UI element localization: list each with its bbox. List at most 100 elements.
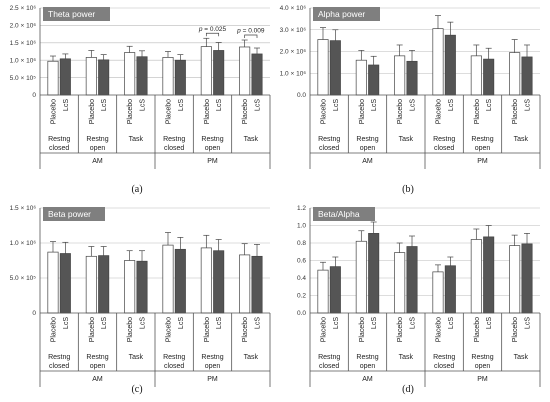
bar-label: Placebo: [127, 99, 134, 124]
condition-label: open: [90, 145, 106, 152]
condition-label: Task: [129, 136, 144, 143]
condition-label: open: [205, 363, 221, 370]
condition-label: Restng: [163, 136, 185, 143]
bar-label: LcS: [216, 99, 223, 111]
y-tick-label: 0: [32, 310, 36, 317]
condition-label: Task: [244, 354, 259, 361]
bar-placebo: [124, 52, 136, 96]
bar-label: Placebo: [435, 317, 442, 342]
condition-label: Restng: [86, 136, 108, 143]
bar-lcs: [406, 246, 418, 314]
condition-label: closed: [49, 363, 69, 370]
significance-bracket: [205, 32, 220, 37]
condition-label: open: [90, 363, 106, 370]
condition-label: closed: [319, 145, 339, 152]
bar-placebo: [200, 46, 212, 96]
panel-label: (b): [402, 184, 414, 195]
condition-label: Restng: [86, 354, 108, 361]
y-tick-label: 1.0 × 10⁶: [10, 57, 37, 64]
bar-label: LcS: [371, 99, 378, 111]
bar-label: LcS: [486, 317, 493, 329]
session-label: AM: [362, 158, 373, 165]
bar-lcs: [483, 236, 495, 314]
bar-lcs: [521, 243, 533, 314]
condition-label: Restng: [471, 136, 493, 143]
y-tick-label: 1.5 × 10⁶: [10, 40, 37, 47]
bar-label: LcS: [216, 317, 223, 329]
chart-title: Beta/Alpha: [318, 209, 360, 219]
y-tick-label: 1.0: [297, 223, 306, 230]
bar-lcs: [213, 50, 225, 96]
bar-lcs: [483, 58, 495, 96]
bar-label: Placebo: [512, 99, 519, 124]
y-tick-label: 0.0: [297, 310, 306, 317]
panel-label: (c): [131, 384, 142, 395]
bar-label: Placebo: [242, 99, 249, 124]
condition-label: Restng: [318, 136, 340, 143]
bar-label: Placebo: [359, 317, 366, 342]
bar-label: LcS: [178, 317, 185, 329]
bar-label: LcS: [140, 317, 147, 329]
condition-label: Restng: [201, 136, 223, 143]
y-tick-label: 5.0 × 10⁵: [10, 275, 37, 282]
bar-placebo: [432, 28, 444, 96]
bar-lcs: [406, 60, 418, 96]
bar-label: Placebo: [127, 317, 134, 342]
bar-label: LcS: [371, 317, 378, 329]
bar-label: Placebo: [204, 317, 211, 342]
y-tick-label: 0.0: [297, 92, 306, 99]
condition-label: open: [475, 145, 491, 152]
y-tick-label: 1.2: [297, 205, 306, 212]
bar-label: Placebo: [165, 99, 172, 124]
y-tick-label: 2.0 × 10⁶: [10, 23, 37, 30]
bar-placebo: [394, 55, 406, 96]
bar-placebo: [47, 251, 59, 314]
bar-placebo: [85, 255, 97, 314]
y-tick-label: 0: [32, 92, 36, 99]
session-label: AM: [92, 376, 103, 383]
y-tick-label: 5.0 × 10⁵: [10, 75, 37, 82]
panel-label: (a): [131, 184, 142, 195]
y-tick-label: 3.0 × 10⁶: [280, 27, 307, 34]
y-tick-label: 0.2: [297, 293, 306, 300]
bar-placebo: [355, 59, 367, 96]
bar-lcs: [521, 56, 533, 96]
chart-panel-2: 0.0 1.0 × 10⁶ 2.0 × 10⁶ 3.0 × 10⁶ 4.0 × 10⁶ A…: [280, 5, 541, 195]
bar-label: LcS: [333, 317, 340, 329]
bar-lcs: [213, 250, 225, 314]
bar-lcs: [329, 266, 341, 314]
condition-label: Restng: [356, 136, 378, 143]
chart-title: Beta power: [48, 209, 91, 219]
bar-placebo: [85, 57, 97, 96]
bar-placebo: [162, 244, 174, 314]
bar-placebo: [317, 39, 329, 96]
bar-label: LcS: [63, 99, 70, 111]
bar-lcs: [59, 58, 71, 96]
bar-lcs: [444, 265, 456, 314]
bar-placebo: [317, 269, 329, 314]
bar-lcs: [136, 56, 148, 96]
bar-placebo: [432, 271, 444, 314]
bar-label: LcS: [101, 317, 108, 329]
condition-label: Restng: [163, 354, 185, 361]
bar-label: LcS: [410, 317, 417, 329]
condition-label: closed: [164, 145, 184, 152]
bar-label: Placebo: [89, 317, 96, 342]
bar-label: LcS: [140, 99, 147, 111]
condition-label: open: [360, 145, 376, 152]
bar-lcs: [59, 253, 71, 314]
condition-label: Task: [514, 136, 529, 143]
chart-panel-4: 0.0 0.2 0.4 0.6 0.8 1.0 1.2 Beta/Alpha Placebo Lc…: [297, 205, 541, 395]
bar-placebo: [470, 55, 482, 96]
y-tick-label: 1.5 × 10⁶: [10, 205, 37, 212]
condition-label: closed: [434, 363, 454, 370]
bar-label: LcS: [448, 99, 455, 111]
condition-label: closed: [164, 363, 184, 370]
y-tick-label: 2.5 × 10⁶: [10, 5, 37, 12]
condition-label: Restng: [48, 136, 70, 143]
bar-placebo: [162, 57, 174, 96]
bar-lcs: [98, 255, 110, 314]
bar-label: Placebo: [435, 99, 442, 124]
condition-label: Restng: [433, 136, 455, 143]
